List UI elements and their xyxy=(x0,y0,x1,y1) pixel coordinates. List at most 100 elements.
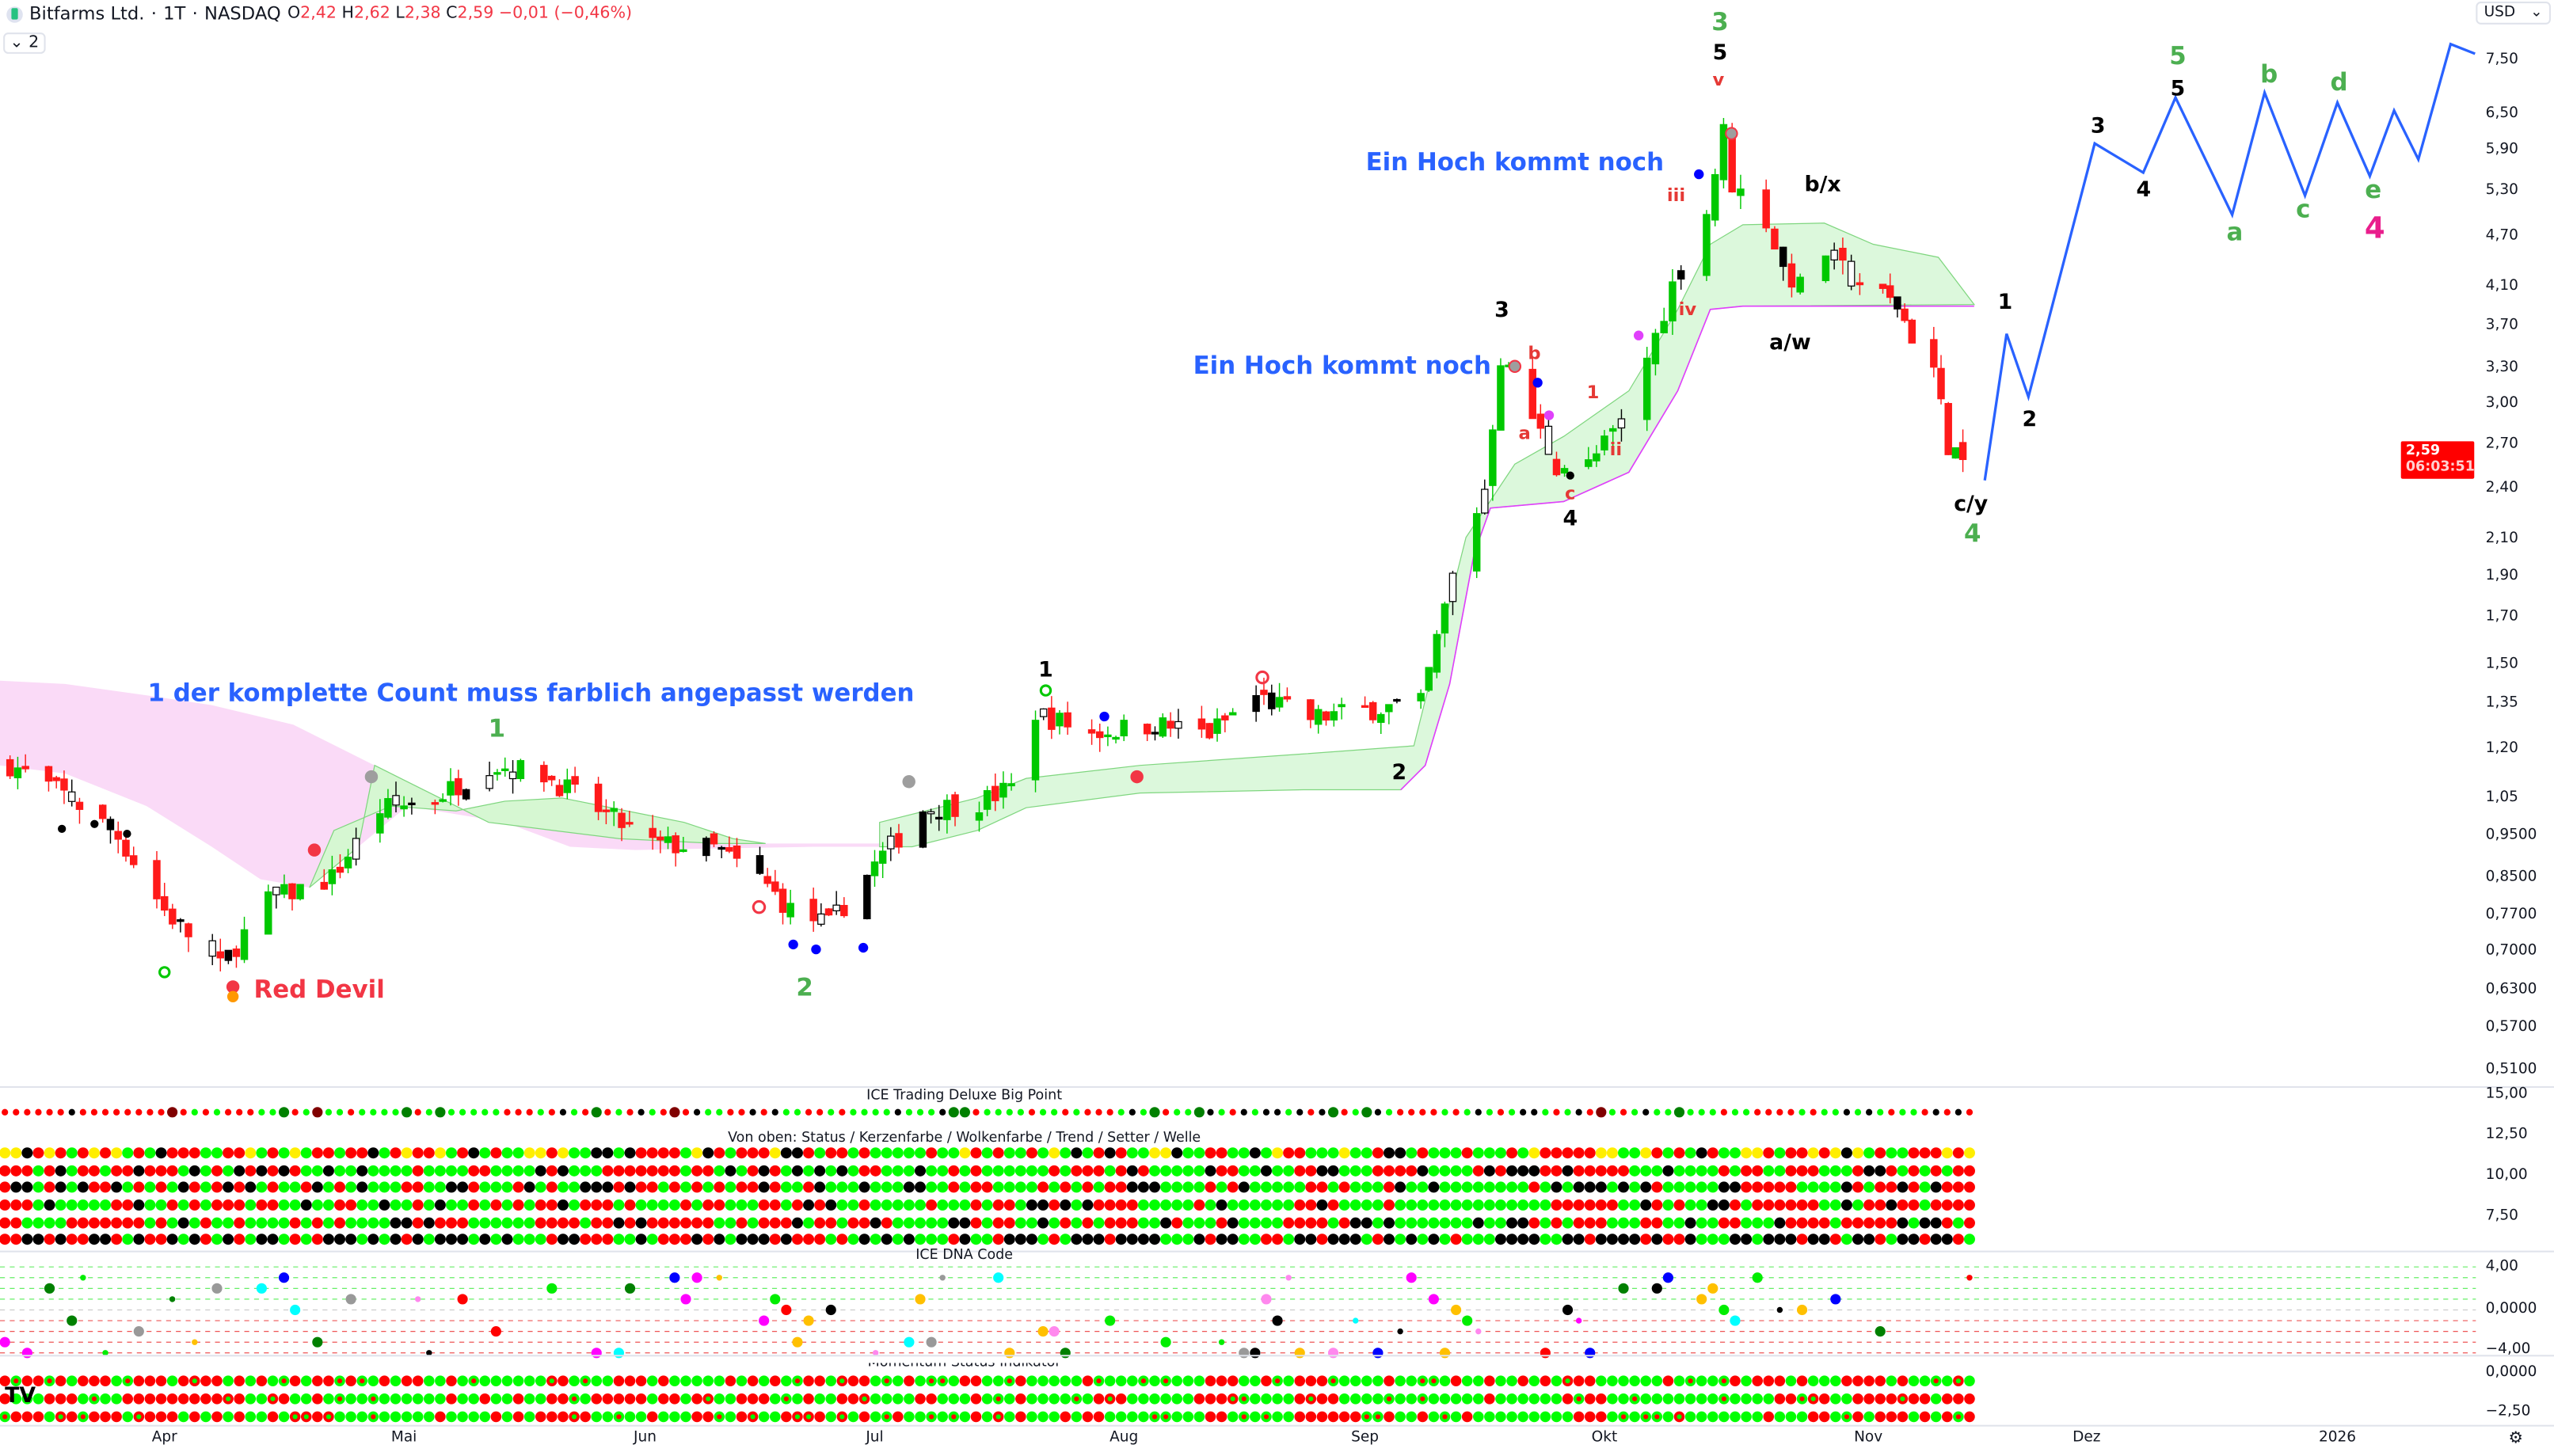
status-dot xyxy=(133,1217,145,1229)
wave-label[interactable]: b xyxy=(2260,59,2278,89)
momentum-dot xyxy=(144,1393,156,1405)
wave-label[interactable]: 3 xyxy=(2090,115,2106,139)
wave-label[interactable]: 1 xyxy=(1997,291,2013,315)
momentum-dot xyxy=(1182,1393,1194,1405)
momentum-dot xyxy=(769,1411,781,1423)
status-dot xyxy=(21,1165,33,1177)
momentum-dot xyxy=(21,1411,33,1423)
momentum-dot xyxy=(1272,1411,1283,1423)
wave-label[interactable]: 3 xyxy=(1711,7,1729,37)
wave-label[interactable]: e xyxy=(2365,175,2382,205)
status-dot xyxy=(1640,1199,1652,1211)
candle-body xyxy=(756,855,764,874)
candle-body xyxy=(999,782,1007,798)
momentum-dot-core xyxy=(1688,1378,1693,1384)
status-dot xyxy=(1886,1181,1897,1193)
wave-label[interactable]: c xyxy=(1565,482,1576,504)
dna-dot xyxy=(915,1294,926,1305)
status-dot xyxy=(959,1217,971,1229)
note-high[interactable]: Ein Hoch kommt noch xyxy=(1193,351,1492,381)
status-dot xyxy=(1395,1199,1406,1211)
settings-gear-icon[interactable]: ⚙ xyxy=(2508,1429,2523,1448)
wave-label[interactable]: 5 xyxy=(2169,41,2187,71)
momentum-dot xyxy=(915,1375,926,1386)
pane-divider[interactable] xyxy=(0,1250,2554,1253)
wave-label[interactable]: iv xyxy=(1678,298,1697,321)
momentum-dot xyxy=(602,1393,614,1405)
tradingview-logo[interactable]: TV xyxy=(5,1384,36,1409)
wave-label[interactable]: c xyxy=(2296,194,2311,224)
big-point-dot xyxy=(1888,1108,1895,1116)
indicator-collapse-button[interactable]: ⌄ 2 xyxy=(3,32,46,54)
wave-label[interactable]: b xyxy=(1528,342,1541,364)
status-dot xyxy=(512,1147,524,1159)
note-count[interactable]: 1 der komplette Count muss farblich ange… xyxy=(147,678,915,708)
status-dot xyxy=(1406,1181,1418,1193)
wave-label[interactable]: 4 xyxy=(2136,178,2152,203)
pane-divider[interactable] xyxy=(0,1085,2554,1088)
momentum-dot xyxy=(89,1411,100,1423)
wave-label[interactable]: 3 xyxy=(1494,298,1509,324)
wave-label[interactable]: ii xyxy=(1609,439,1623,461)
wave-label[interactable]: v xyxy=(1712,69,1725,91)
status-dot xyxy=(256,1165,268,1177)
wave-label[interactable]: 1 xyxy=(1586,382,1600,404)
momentum-dot xyxy=(1763,1411,1775,1423)
wave-label[interactable]: 2 xyxy=(2022,408,2038,433)
wave-label[interactable]: 4 xyxy=(1562,507,1578,532)
wave-label[interactable]: 5 xyxy=(2170,77,2186,102)
status-dot xyxy=(423,1165,435,1177)
status-dot xyxy=(1283,1165,1295,1177)
wave-label[interactable]: a xyxy=(1518,422,1531,444)
candle-body xyxy=(516,760,525,779)
wave-label[interactable]: 5 xyxy=(1712,41,1728,67)
wave-label[interactable]: a/w xyxy=(1769,331,1811,356)
status-dot xyxy=(445,1199,457,1211)
status-dot xyxy=(1584,1199,1596,1211)
wave-label[interactable]: 1 xyxy=(488,713,506,743)
status-dot xyxy=(836,1165,848,1177)
wave-projection-line[interactable] xyxy=(1983,42,2476,481)
status-dot xyxy=(1562,1181,1574,1193)
symbol-header[interactable]: Bitfarms Ltd. · 1T · NASDAQ O2,42 H2,62 … xyxy=(6,3,632,25)
status-dot xyxy=(10,1181,22,1193)
wave-label[interactable]: iii xyxy=(1666,184,1686,207)
wave-label[interactable]: 4 xyxy=(1964,519,1981,549)
wave-label[interactable]: d xyxy=(2330,67,2348,97)
symbol-name[interactable]: Bitfarms Ltd. xyxy=(29,3,145,25)
status-dot xyxy=(177,1147,189,1159)
status-dot xyxy=(356,1199,368,1211)
status-dot xyxy=(1952,1181,1964,1193)
status-dot xyxy=(1049,1181,1060,1193)
status-dot xyxy=(1729,1217,1741,1229)
wave-label[interactable]: b/x xyxy=(1804,173,1841,198)
status-dot xyxy=(613,1199,625,1211)
wave-label[interactable]: 2 xyxy=(1391,761,1407,786)
momentum-dot xyxy=(367,1375,379,1386)
wave-label[interactable]: a xyxy=(2226,217,2244,247)
currency-select[interactable]: USD ⌄ xyxy=(2476,2,2551,25)
status-dot xyxy=(591,1234,603,1245)
status-dot xyxy=(1472,1217,1484,1229)
note-high[interactable]: Ein Hoch kommt noch xyxy=(1365,147,1665,177)
marker-blue xyxy=(1694,169,1704,180)
status-dot xyxy=(468,1147,480,1159)
wave-label[interactable]: c/y xyxy=(1954,492,1989,518)
status-dot xyxy=(1171,1234,1183,1245)
momentum-dot-core xyxy=(91,1396,97,1401)
status-dot xyxy=(1115,1234,1127,1245)
wave-label[interactable]: 1 xyxy=(1038,658,1053,683)
status-dot xyxy=(1182,1199,1194,1211)
momentum-dot xyxy=(893,1411,904,1423)
pane-divider[interactable] xyxy=(0,1355,2554,1357)
wave-label[interactable]: 2 xyxy=(796,972,813,1002)
status-dot xyxy=(1774,1234,1786,1245)
momentum-dot xyxy=(1361,1393,1372,1405)
wave-label[interactable]: 4 xyxy=(2364,211,2385,246)
momentum-dot xyxy=(1250,1375,1261,1386)
interval[interactable]: 1T xyxy=(163,3,186,25)
time-label: Dez xyxy=(2073,1429,2101,1446)
note-red-devil[interactable]: Red Devil xyxy=(253,974,385,1005)
status-dot xyxy=(434,1234,446,1245)
